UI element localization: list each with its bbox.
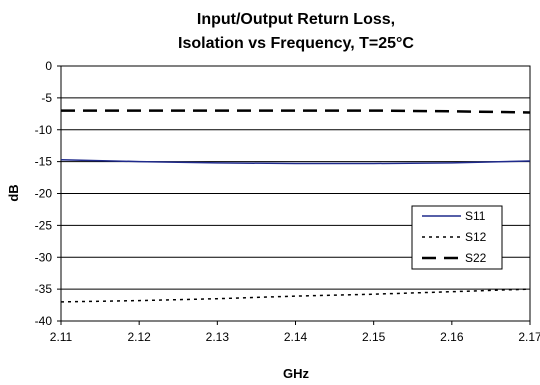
x-tick-label: 2.11 [50, 330, 73, 344]
legend-label-s12: S12 [465, 230, 487, 244]
chart-title-line-2: Isolation vs Frequency, T=25°C [178, 35, 414, 52]
legend: S11 S12 S22 [411, 205, 503, 270]
y-tick-label: -40 [35, 314, 53, 328]
x-tick-label: 2.15 [362, 330, 386, 344]
y-tick-label: -35 [35, 282, 53, 296]
series-line-s12 [60, 288, 531, 303]
y-tick-label: -10 [35, 123, 53, 137]
y-tick-label: -5 [41, 91, 52, 105]
series-line-s22 [61, 109, 531, 114]
x-tick-label: 2.13 [206, 330, 230, 344]
x-tick-label: 2.16 [440, 330, 464, 344]
legend-label-s22: S22 [465, 251, 487, 265]
y-tick-labels: 0 -5 -10 -15 -20 -25 -30 -35 -40 [35, 59, 53, 328]
chart-title-line-1: Input/Output Return Loss, [197, 11, 395, 28]
y-tick-label: -15 [35, 155, 53, 169]
y-axis-label: dB [6, 184, 21, 201]
y-tick-label: -20 [35, 187, 53, 201]
series-line-s11 [60, 158, 531, 165]
x-axis-label: GHz [283, 366, 310, 381]
x-tick-labels: 2.11 2.12 2.13 2.14 2.15 2.16 2.17 [50, 330, 540, 344]
x-tick-label: 2.14 [284, 330, 308, 344]
legend-label-s11: S11 [465, 209, 486, 223]
x-tick-label: 2.17 [518, 330, 540, 344]
y-tick-label: -25 [35, 218, 53, 232]
tick-marks [57, 65, 531, 325]
y-tick-label: -30 [35, 250, 53, 264]
series-lines [60, 109, 531, 303]
y-tick-label: 0 [45, 59, 52, 73]
x-tick-label: 2.12 [127, 330, 151, 344]
